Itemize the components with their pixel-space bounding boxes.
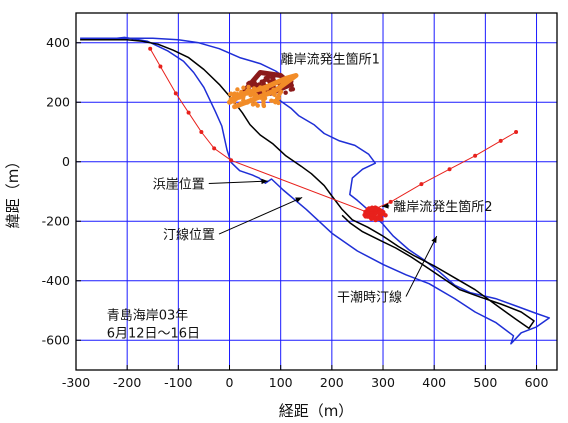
data-point-rip1_b — [264, 86, 270, 91]
x-tick-label: -300 — [62, 375, 90, 390]
data-point-rip1_a — [283, 90, 288, 95]
annotation-label: 離岸流発生箇所1 — [281, 52, 380, 68]
data-point-rip2 — [369, 216, 374, 222]
data-point-rip1_b — [261, 102, 266, 107]
data-point-rip1_a — [261, 78, 267, 84]
x-tick-label: 300 — [371, 375, 395, 390]
annotation-arrow — [208, 180, 268, 185]
x-tick-label: 200 — [320, 375, 344, 390]
x-tick-label: 400 — [422, 375, 446, 390]
data-point-rip1_b — [258, 95, 263, 100]
data-point-rip1_b — [231, 93, 237, 99]
data-point-rip2 — [378, 216, 384, 221]
annotation-label: 浜崖位置 — [153, 178, 205, 193]
annotation-arrow — [218, 196, 303, 235]
x-tick-label: -200 — [113, 375, 141, 390]
data-point-rip1_a — [288, 87, 294, 92]
data-point-rip1_b — [247, 88, 252, 94]
series-shoreline — [80, 39, 535, 330]
data-point-transect — [186, 110, 191, 115]
data-point-transect — [419, 182, 424, 187]
data-point-rip1_b — [271, 87, 276, 93]
annotation-arrowhead — [295, 197, 303, 203]
data-point-rip1_b — [240, 95, 246, 100]
plot-background — [76, 13, 557, 370]
data-point-rip1_b — [253, 101, 258, 106]
x-tick-label: 100 — [269, 375, 293, 390]
grid — [76, 13, 557, 370]
data-point-rip1_b — [251, 86, 257, 91]
y-axis-title: 緯距（m） — [4, 154, 22, 229]
data-point-transect — [158, 64, 163, 69]
data-point-rip1_b — [262, 96, 268, 101]
series-rip1_b — [227, 73, 299, 110]
annotation-arrowhead — [381, 203, 389, 209]
data-point-transect — [212, 146, 217, 151]
data-point-transect — [199, 130, 204, 134]
data-point-rip1_b — [235, 87, 240, 92]
annotation-arrow — [405, 235, 438, 297]
data-point-transect — [148, 46, 153, 51]
data-point-rip1_b — [241, 85, 246, 90]
y-tick-label: 200 — [46, 94, 70, 109]
x-tick-label: 600 — [525, 375, 549, 390]
annotation-arrowhead — [431, 236, 437, 244]
data-point-rip1_b — [250, 97, 255, 103]
data-point-rip1_b — [272, 92, 277, 98]
data-point-rip1_b — [266, 91, 271, 97]
data-point-transect — [173, 91, 178, 96]
annotation-label: 汀線位置 — [163, 227, 215, 243]
data-point-rip1_b — [245, 99, 250, 104]
data-point-rip1_b — [239, 89, 244, 95]
data-point-rip1_a — [252, 82, 257, 88]
annotation-label: 離岸流発生箇所2 — [393, 199, 492, 215]
data-point-rip1_a — [246, 81, 251, 86]
data-point-rip1_b — [250, 90, 256, 95]
ticks: -300 -200 -100 0 100 200 300 400 500 600 400 200 0 -2… — [42, 35, 549, 390]
data-point-rip1_b — [276, 96, 282, 101]
data-point-rip2 — [369, 213, 375, 218]
data-point-rip1_b — [258, 85, 263, 91]
y-tick-label: -200 — [42, 213, 70, 228]
x-tick-label: 0 — [226, 375, 234, 390]
y-tick-label: -400 — [42, 273, 70, 288]
data-point-rip1_b — [228, 91, 233, 97]
data-point-rip2 — [369, 205, 375, 210]
annotation-label: 6月12日～16日 — [107, 326, 200, 341]
x-axis-title: 経距（m） — [279, 402, 354, 420]
annotation-label: 干潮時汀線 — [337, 290, 402, 306]
annotation-label: 青島海岸03年 — [107, 308, 189, 323]
data-point-transect — [514, 130, 519, 134]
data-point-rip1_b — [231, 99, 237, 104]
data-point-transect — [229, 158, 234, 163]
plot-frame — [75, 12, 558, 371]
data-point-rip2 — [362, 212, 367, 218]
data-point-rip1_b — [246, 84, 251, 90]
y-tick-label: 0 — [62, 154, 70, 169]
data-point-rip2 — [383, 213, 388, 218]
y-tick-label: 400 — [46, 35, 70, 50]
data-point-rip2 — [373, 206, 378, 212]
series-layer — [80, 36, 551, 345]
x-tick-label: -100 — [164, 375, 192, 390]
x-tick-label: 500 — [473, 375, 497, 390]
data-point-transect — [473, 153, 478, 158]
series-transect — [149, 48, 517, 213]
data-point-rip2 — [376, 210, 382, 215]
data-point-transect — [388, 199, 393, 204]
data-point-rip1_a — [265, 77, 270, 82]
data-point-rip1_b — [228, 96, 233, 102]
data-point-transect — [498, 138, 503, 143]
data-point-rip1_b — [238, 101, 243, 106]
data-point-transect — [447, 167, 452, 172]
data-point-rip1_a — [289, 83, 294, 88]
data-point-rip1_b — [277, 90, 283, 96]
data-point-rip1_b — [235, 91, 240, 97]
data-point-rip1_b — [261, 92, 267, 98]
series-rip2 — [362, 205, 388, 223]
y-tick-label: -600 — [42, 332, 70, 347]
annotation-arrowhead — [261, 178, 268, 185]
